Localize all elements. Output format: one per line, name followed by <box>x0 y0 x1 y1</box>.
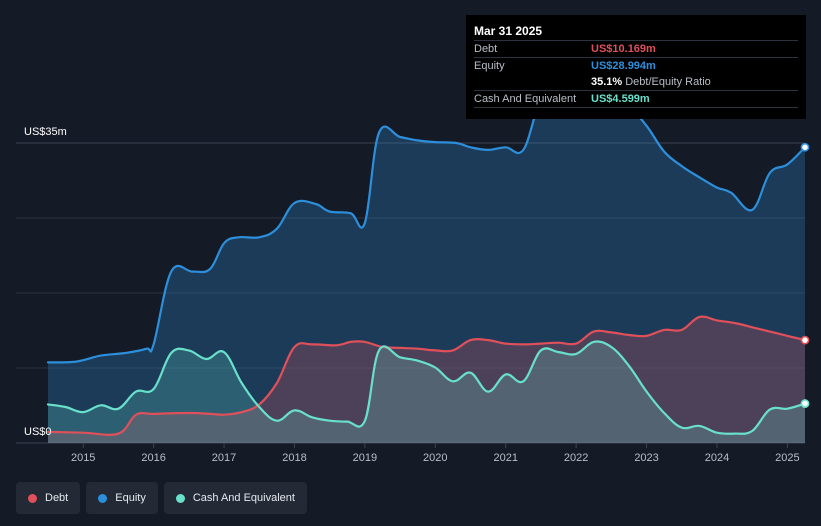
tooltip-debt-row: Debt US$10.169m <box>474 40 798 57</box>
legend-label-cash: Cash And Equivalent <box>192 492 295 504</box>
cash-dot-icon <box>175 493 185 503</box>
debt-end-point <box>800 335 810 345</box>
tooltip-ratio-value: 35.1% <box>591 76 623 88</box>
debt-line <box>46 315 807 436</box>
tooltip-cash-label: Cash And Equivalent <box>474 93 577 105</box>
tooltip-debt-label: Debt <box>474 43 498 55</box>
series-lines <box>46 88 807 436</box>
equity-line <box>46 88 807 364</box>
x-tick-label: 2015 <box>71 452 95 464</box>
y-axis-top-label: US$35m <box>24 126 67 138</box>
tooltip-equity-value: US$28.994m <box>591 60 656 72</box>
cash-area <box>48 341 805 443</box>
tooltip-ratio-label: Debt/Equity Ratio <box>625 76 711 88</box>
tooltip-date: Mar 31 2025 <box>474 24 543 38</box>
y-axis-bottom-label: US$0 <box>24 426 52 438</box>
tooltip-ratio-row: 35.1% Debt/Equity Ratio <box>474 74 798 90</box>
x-tick-label: 2020 <box>423 452 447 464</box>
x-tick-label: 2022 <box>564 452 588 464</box>
legend-label-debt: Debt <box>45 492 69 504</box>
legend-label-equity: Equity <box>115 492 146 504</box>
legend-item-equity[interactable]: Equity <box>86 482 158 514</box>
x-tick-label: 2018 <box>282 452 306 464</box>
x-axis-ticks: 2015 2016 2017 2018 2019 2020 2021 2022 2023 2024… <box>71 443 800 464</box>
cash-end-point <box>800 399 810 408</box>
x-tick-label: 2019 <box>353 452 377 464</box>
legend-item-cash[interactable]: Cash And Equivalent <box>163 482 307 514</box>
tooltip-cash-row: Cash And Equivalent US$4.599m <box>474 90 798 108</box>
x-tick-label: 2024 <box>705 452 729 464</box>
x-tick-label: 2021 <box>493 452 517 464</box>
tooltip-debt-value: US$10.169m <box>591 43 656 55</box>
legend: Debt Equity Cash And Equivalent <box>16 482 307 514</box>
tooltip-equity-label: Equity <box>474 60 505 72</box>
legend-item-debt[interactable]: Debt <box>16 482 81 514</box>
tooltip-equity-row: Equity US$28.994m <box>474 57 798 74</box>
grid <box>16 142 805 444</box>
data-tooltip: Mar 31 2025 Debt US$10.169m Equity US$28… <box>466 15 806 119</box>
x-tick-label: 2017 <box>212 452 236 464</box>
equity-area <box>48 89 805 444</box>
x-tick-label: 2025 <box>775 452 799 464</box>
x-tick-label: 2023 <box>634 452 658 464</box>
tooltip-cash-value: US$4.599m <box>591 93 650 105</box>
equity-dot-icon <box>98 493 108 503</box>
series-endpoints <box>800 142 810 408</box>
cash-line <box>46 340 807 435</box>
x-tick-label: 2016 <box>141 452 165 464</box>
debt-dot-icon <box>28 493 37 503</box>
series-areas <box>48 89 805 444</box>
equity-end-point <box>800 142 810 152</box>
debt-area <box>48 316 805 443</box>
